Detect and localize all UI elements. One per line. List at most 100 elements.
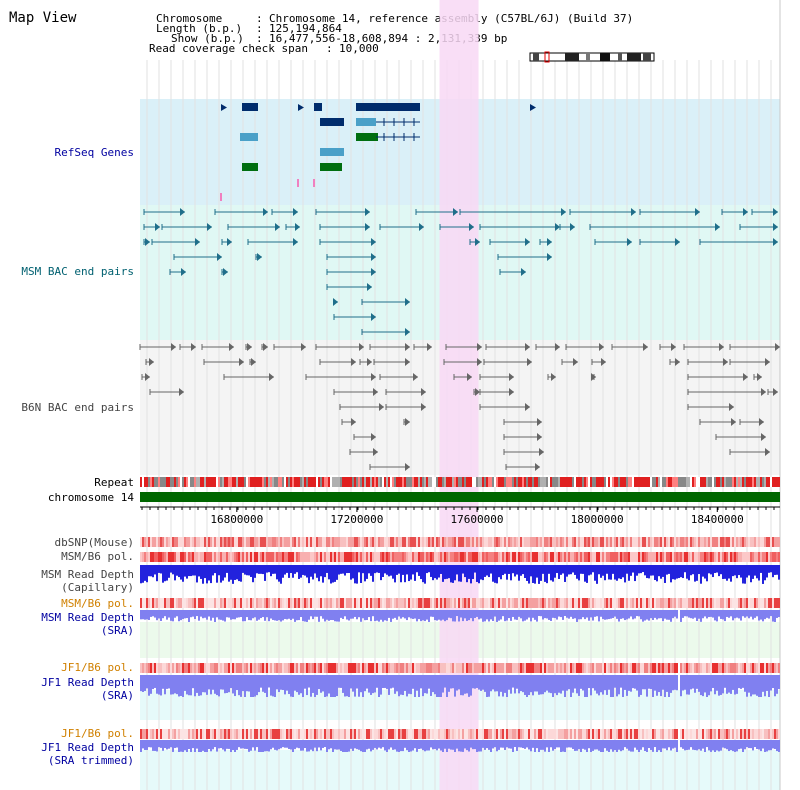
jf1-b6-pol-trim-cell xyxy=(708,729,710,739)
axis-tick-label: 17600000 xyxy=(450,513,504,526)
msm-b6-pol-cell xyxy=(540,552,542,562)
msm-sra-depth-bar xyxy=(624,610,626,621)
jf1-trim-depth-bar xyxy=(754,740,756,748)
dbsnp-cell xyxy=(216,537,218,547)
dbsnp-cell xyxy=(316,537,318,547)
msm-capillary-depth-bar xyxy=(734,565,736,576)
msm-b6-pol-cell xyxy=(642,552,644,562)
msm-sra-depth-bar xyxy=(304,610,306,622)
jf1-trim-depth-bar xyxy=(220,740,222,749)
jf1-b6-pol-trim-cell xyxy=(290,729,292,739)
msm-capillary-depth-bar xyxy=(584,565,586,582)
msm-b6-pol-cell xyxy=(544,552,546,562)
msm-b6-pol-sra-cell xyxy=(586,598,588,608)
msm-b6-pol-sra-cell xyxy=(294,598,296,608)
dbsnp-cell xyxy=(620,537,622,547)
msm-bac-end xyxy=(195,238,200,246)
jf1-b6-pol-trim-cell xyxy=(364,729,366,739)
msm-sra-depth-bar xyxy=(510,610,512,621)
dbsnp-cell xyxy=(724,537,726,547)
msm-capillary-depth-bar xyxy=(694,565,696,582)
dbsnp-cell xyxy=(458,537,460,547)
jf1-b6-pol-cell xyxy=(266,663,268,673)
jf1-b6-pol-cell xyxy=(690,663,692,673)
jf1-b6-pol-cell xyxy=(270,663,272,673)
repeat-segment xyxy=(434,477,436,487)
msm-b6-pol-cell xyxy=(702,552,704,562)
msm-capillary-depth-bar xyxy=(270,565,272,577)
jf1-sra-depth-bar xyxy=(498,675,500,697)
dbsnp-cell xyxy=(732,537,734,547)
repeat-segment xyxy=(738,477,740,487)
msm-sra-depth-bar xyxy=(346,610,348,620)
jf1-b6-pol-cell xyxy=(238,663,240,673)
msm-capillary-depth-bar xyxy=(340,565,342,574)
jf1-trim-depth-bar xyxy=(160,740,162,748)
msm-sra-depth-bar xyxy=(470,610,472,619)
repeat-segment xyxy=(474,477,476,487)
jf1-trim-depth-bar xyxy=(384,740,386,751)
msm-sra-depth-bar xyxy=(194,610,196,620)
msm-b6-pol-cell xyxy=(468,552,470,562)
jf1-b6-pol-trim-cell xyxy=(772,729,774,739)
msm-b6-pol-cell xyxy=(532,552,534,562)
jf1-b6-pol-trim-cell xyxy=(388,729,390,739)
jf1-b6-pol-cell xyxy=(204,663,206,673)
msm-b6-pol-cell xyxy=(596,552,598,562)
jf1-trim-depth-bar xyxy=(350,740,352,749)
jf1-b6-pol-trim-cell xyxy=(500,729,502,739)
label-chromosome: chromosome 14 xyxy=(47,491,134,504)
jf1-sra-depth-bar xyxy=(296,675,298,693)
repeat-segment xyxy=(514,477,516,487)
msm-b6-pol-sra-cell xyxy=(386,598,388,608)
msm-capillary-depth-bar xyxy=(524,565,526,579)
jf1-b6-pol-trim-cell xyxy=(658,729,660,739)
jf1-b6-pol-trim-cell xyxy=(324,729,326,739)
jf1-sra-depth-bar xyxy=(226,675,228,693)
repeat-segment xyxy=(362,477,364,487)
jf1-b6-pol-cell xyxy=(720,663,722,673)
msm-b6-pol-sra-cell xyxy=(626,598,628,608)
dbsnp-cell xyxy=(708,537,710,547)
jf1-trim-depth-bar xyxy=(530,740,532,752)
repeat-segment xyxy=(372,477,374,487)
jf1-sra-depth-bar xyxy=(140,675,142,692)
dbsnp-cell xyxy=(438,537,440,547)
msm-b6-pol-cell xyxy=(456,552,458,562)
msm-b6-pol-sra-cell xyxy=(436,598,438,608)
jf1-b6-pol-trim-cell xyxy=(174,729,176,739)
msm-sra-depth-bar xyxy=(440,610,442,621)
jf1-sra-depth-bar xyxy=(702,675,704,697)
repeat-segment xyxy=(648,477,650,487)
msm-capillary-depth-bar xyxy=(392,565,394,579)
dbsnp-cell xyxy=(376,537,378,547)
repeat-segment xyxy=(676,477,678,487)
msm-b6-pol-cell xyxy=(362,552,364,562)
msm-sra-depth-bar xyxy=(308,610,310,620)
msm-b6-pol-sra-cell xyxy=(700,598,702,608)
repeat-segment xyxy=(152,477,154,487)
ideogram-band xyxy=(618,53,622,61)
msm-bac-end xyxy=(405,298,410,306)
jf1-b6-pol-trim-cell xyxy=(450,729,452,739)
jf1-b6-pol-cell xyxy=(324,663,326,673)
jf1-b6-pol-trim-cell xyxy=(304,729,306,739)
msm-capillary-depth-bar xyxy=(224,565,226,578)
jf1-trim-depth-bar xyxy=(332,740,334,752)
jf1-sra-depth-bar xyxy=(660,675,662,697)
jf1-sra-depth-bar xyxy=(278,675,280,693)
jf1-sra-depth-bar xyxy=(494,675,496,692)
repeat-segment xyxy=(280,477,282,487)
jf1-b6-pol-cell xyxy=(762,663,764,673)
msm-bac-end xyxy=(275,223,280,231)
jf1-b6-pol-cell xyxy=(774,663,776,673)
jf1-b6-pol-cell xyxy=(620,663,622,673)
jf1-b6-pol-trim-cell xyxy=(508,729,510,739)
jf1-sra-depth-bar xyxy=(588,675,590,689)
jf1-sra-depth-bar xyxy=(576,675,578,694)
msm-sra-depth-bar xyxy=(754,610,756,618)
msm-b6-pol-sra-cell xyxy=(220,598,222,608)
jf1-sra-depth-bar xyxy=(558,675,560,693)
msm-b6-pol-cell xyxy=(374,552,376,562)
msm-b6-pol-cell xyxy=(186,552,188,562)
